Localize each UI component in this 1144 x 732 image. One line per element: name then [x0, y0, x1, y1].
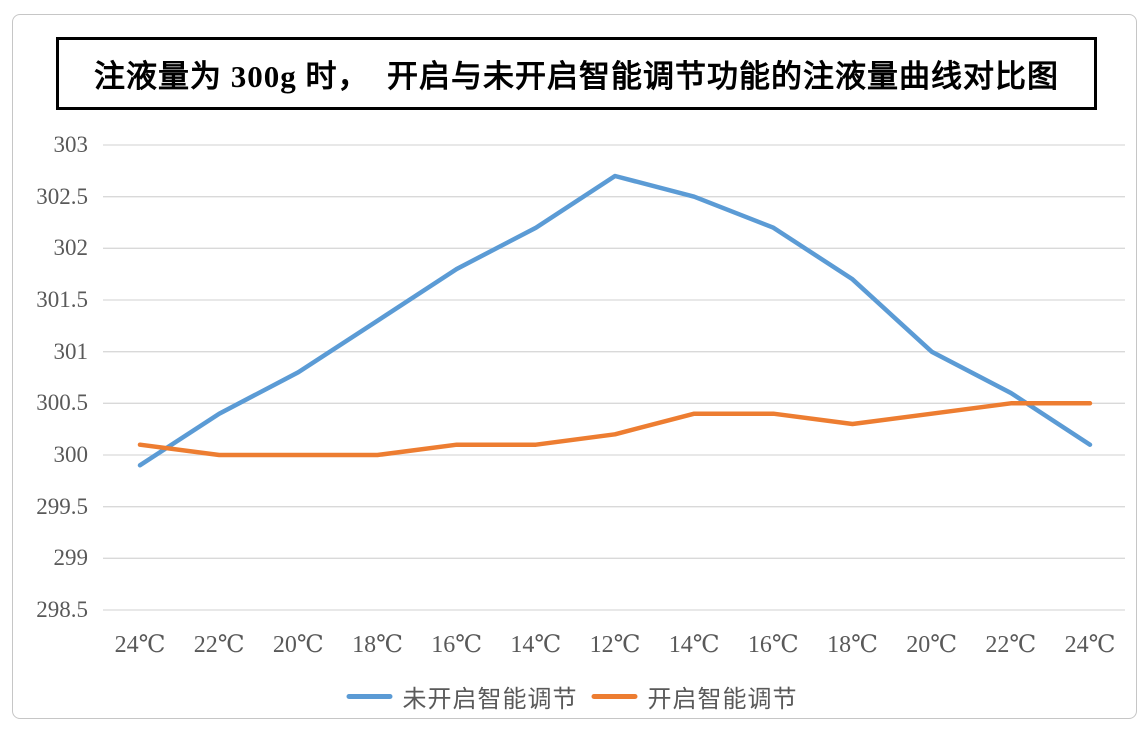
legend-item-series1: 未开启智能调节 [346, 679, 578, 714]
x-axis-tick-label: 20℃ [272, 632, 324, 658]
y-axis-tick-label: 303 [53, 132, 89, 157]
y-axis-tick-label: 298.5 [36, 597, 88, 622]
y-axis-tick-label: 300.5 [36, 390, 88, 416]
x-axis-tick-label: 24℃ [1064, 632, 1116, 658]
y-axis-tick-label: 302 [53, 235, 89, 261]
chart-title: 注液量为 300g 时， 开启与未开启智能调节功能的注液量曲线对比图 [94, 59, 1059, 94]
x-axis-tick-label: 22℃ [985, 632, 1037, 658]
series-line-blue [137, 173, 1093, 468]
legend-item-series2: 开启智能调节 [591, 679, 798, 714]
x-axis-tick-label: 24℃ [114, 632, 166, 658]
chart-title-box: 注液量为 300g 时， 开启与未开启智能调节功能的注液量曲线对比图 [56, 37, 1097, 110]
series-line-orange [137, 401, 1093, 458]
x-axis-tick-label: 20℃ [906, 632, 958, 658]
x-axis-tick-label: 18℃ [352, 632, 403, 658]
legend: 未开启智能调节 开启智能调节 [346, 679, 798, 714]
legend-label-series2: 开启智能调节 [647, 687, 798, 713]
x-axis-tick-label: 18℃ [827, 632, 878, 658]
y-axis-tick-label: 300 [53, 442, 89, 467]
chart-outer-border [12, 14, 1137, 719]
x-axis-tick-label: 12℃ [589, 632, 641, 658]
legend-line-marker-blue [346, 694, 393, 699]
y-axis-tick-label: 299.5 [36, 493, 88, 519]
y-axis-tick-label: 301.5 [36, 287, 88, 312]
y-axis-tick-label: 302.5 [36, 183, 88, 209]
y-axis-tick-label: 301 [53, 338, 89, 364]
x-axis-tick-label: 16℃ [431, 632, 483, 658]
x-axis-tick-label: 14℃ [668, 632, 720, 658]
y-axis-tick-label: 299 [53, 545, 89, 571]
x-axis-tick-label: 22℃ [193, 632, 245, 658]
legend-label-series1: 未开启智能调节 [402, 687, 578, 713]
x-axis-tick-label: 14℃ [510, 632, 562, 658]
legend-line-marker-orange [591, 694, 638, 699]
x-axis-tick-label: 16℃ [747, 632, 799, 658]
